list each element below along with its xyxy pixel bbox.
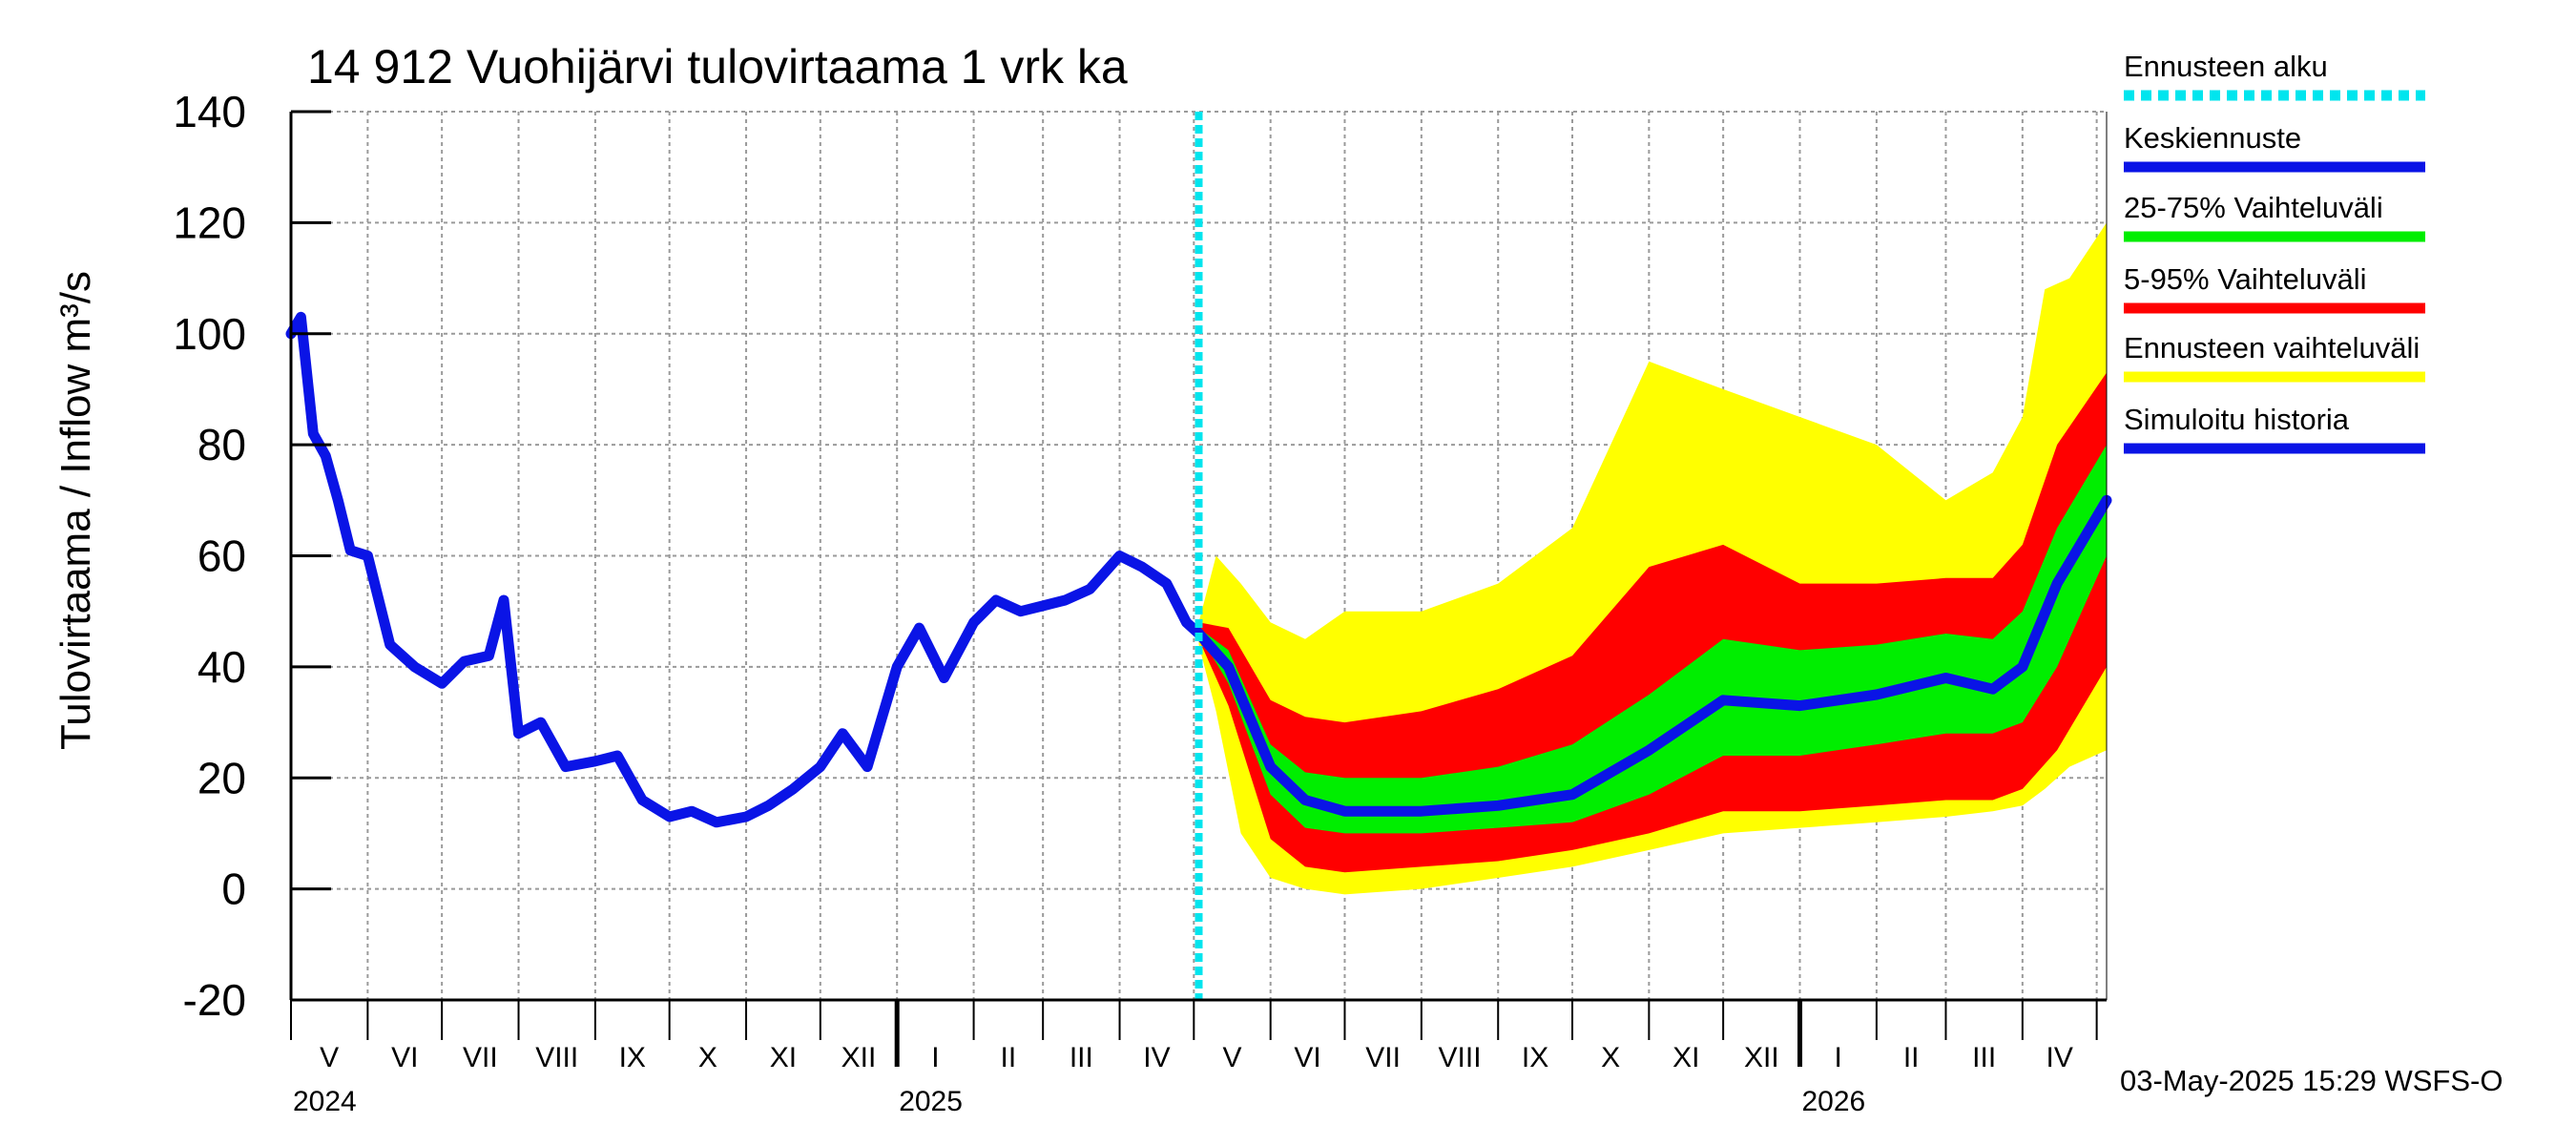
legend-label: 25-75% Vaihteluväli	[2124, 191, 2383, 224]
chart-title: 14 912 Vuohijärvi tulovirtaama 1 vrk ka	[307, 40, 1128, 94]
month-label: II	[1903, 1042, 1920, 1073]
series-lines	[285, 112, 2112, 1000]
month-label: IX	[619, 1042, 646, 1073]
y-tick-label: 0	[221, 864, 246, 914]
year-label: 2025	[899, 1086, 963, 1117]
month-label: VI	[391, 1042, 418, 1073]
month-label: IV	[2046, 1042, 2073, 1073]
legend-label: Ennusteen vaihteluväli	[2124, 331, 2420, 364]
month-label: III	[1972, 1042, 1996, 1073]
legend-item: Simuloitu historia	[2124, 403, 2425, 454]
month-label: I	[1835, 1042, 1842, 1073]
footer-timestamp: 03-May-2025 15:29 WSFS-O	[2120, 1064, 2503, 1097]
legend-label: Keskiennuste	[2124, 121, 2301, 155]
y-tick-label: 20	[197, 753, 246, 802]
month-label: II	[1001, 1042, 1017, 1073]
month-label: XII	[1744, 1042, 1779, 1073]
month-label: VII	[463, 1042, 498, 1073]
legend-item: 25-75% Vaihteluväli	[2124, 191, 2425, 242]
month-label: VIII	[1439, 1042, 1482, 1073]
y-axis-label: Tulovirtaama / Inflow m³/s	[52, 271, 99, 750]
legend-label: 5-95% Vaihteluväli	[2124, 262, 2366, 296]
month-label: V	[320, 1042, 339, 1073]
legend-label: Ennusteen alku	[2124, 50, 2328, 83]
legend-label: Simuloitu historia	[2124, 403, 2350, 436]
y-tick-label: 100	[173, 309, 246, 359]
month-label: IV	[1143, 1042, 1170, 1073]
y-tick-label: -20	[183, 975, 246, 1025]
y-tick-label: 140	[173, 87, 246, 136]
year-label: 2026	[1802, 1086, 1866, 1117]
median-forecast-line	[1194, 494, 2112, 817]
month-label: I	[931, 1042, 939, 1073]
legend-item: Ennusteen vaihteluväli	[2124, 331, 2425, 383]
legend-item: Ennusteen alku	[2124, 50, 2425, 101]
legend: Ennusteen alku Keskiennuste 25-75% Vaihtel…	[2124, 50, 2425, 454]
month-label: VI	[1294, 1042, 1320, 1073]
legend-item: 5-95% Vaihteluväli	[2124, 262, 2425, 314]
month-label: X	[698, 1042, 717, 1073]
year-label: 2024	[293, 1086, 357, 1117]
legend-item: Keskiennuste	[2124, 121, 2425, 173]
band-25-75-vaihteluv-li	[1198, 445, 2107, 834]
simulated-history-line	[285, 311, 1204, 828]
band-5-95-vaihteluv-li	[1198, 372, 2107, 873]
month-label: XI	[770, 1042, 797, 1073]
forecast-bands	[1198, 222, 2107, 895]
month-label: III	[1070, 1042, 1093, 1073]
month-label: XI	[1672, 1042, 1699, 1073]
month-label: VII	[1365, 1042, 1401, 1073]
y-tick-label: 40	[197, 642, 246, 692]
month-label: V	[1222, 1042, 1241, 1073]
y-tick-label: 120	[173, 198, 246, 247]
month-label: IX	[1522, 1042, 1548, 1073]
y-tick-label: 60	[197, 531, 246, 581]
y-tick-label: 80	[197, 420, 246, 469]
month-label: VIII	[535, 1042, 578, 1073]
month-label: XII	[841, 1042, 877, 1073]
month-label: X	[1601, 1042, 1620, 1073]
